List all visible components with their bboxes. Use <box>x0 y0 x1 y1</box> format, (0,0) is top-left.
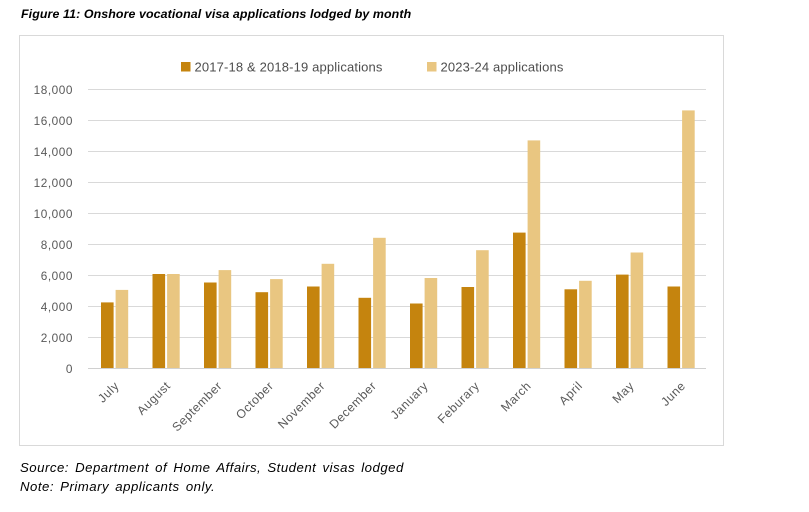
svg-text:10,000: 10,000 <box>34 207 73 221</box>
svg-text:September: September <box>169 379 225 435</box>
svg-text:October: October <box>233 379 276 422</box>
svg-text:14,000: 14,000 <box>34 145 73 159</box>
svg-text:November: November <box>275 379 328 432</box>
svg-text:2023-24 applications: 2023-24 applications <box>441 60 564 75</box>
svg-text:May: May <box>610 378 638 406</box>
svg-text:August: August <box>134 379 173 418</box>
svg-text:4,000: 4,000 <box>41 300 73 314</box>
svg-text:8,000: 8,000 <box>41 238 73 252</box>
svg-text:2017-18 & 2018-19 applications: 2017-18 & 2018-19 applications <box>195 60 383 75</box>
svg-text:Feburary: Feburary <box>435 378 483 426</box>
svg-text:December: December <box>327 379 380 432</box>
svg-text:January: January <box>388 378 432 422</box>
svg-text:March: March <box>498 379 534 415</box>
svg-text:July: July <box>95 378 122 405</box>
svg-text:18,000: 18,000 <box>34 83 73 97</box>
svg-text:16,000: 16,000 <box>34 114 73 128</box>
svg-text:June: June <box>658 379 688 409</box>
svg-text:2,000: 2,000 <box>41 331 73 345</box>
svg-text:0: 0 <box>66 362 73 376</box>
svg-text:6,000: 6,000 <box>41 269 73 283</box>
svg-text:April: April <box>556 379 585 408</box>
svg-text:12,000: 12,000 <box>34 176 73 190</box>
